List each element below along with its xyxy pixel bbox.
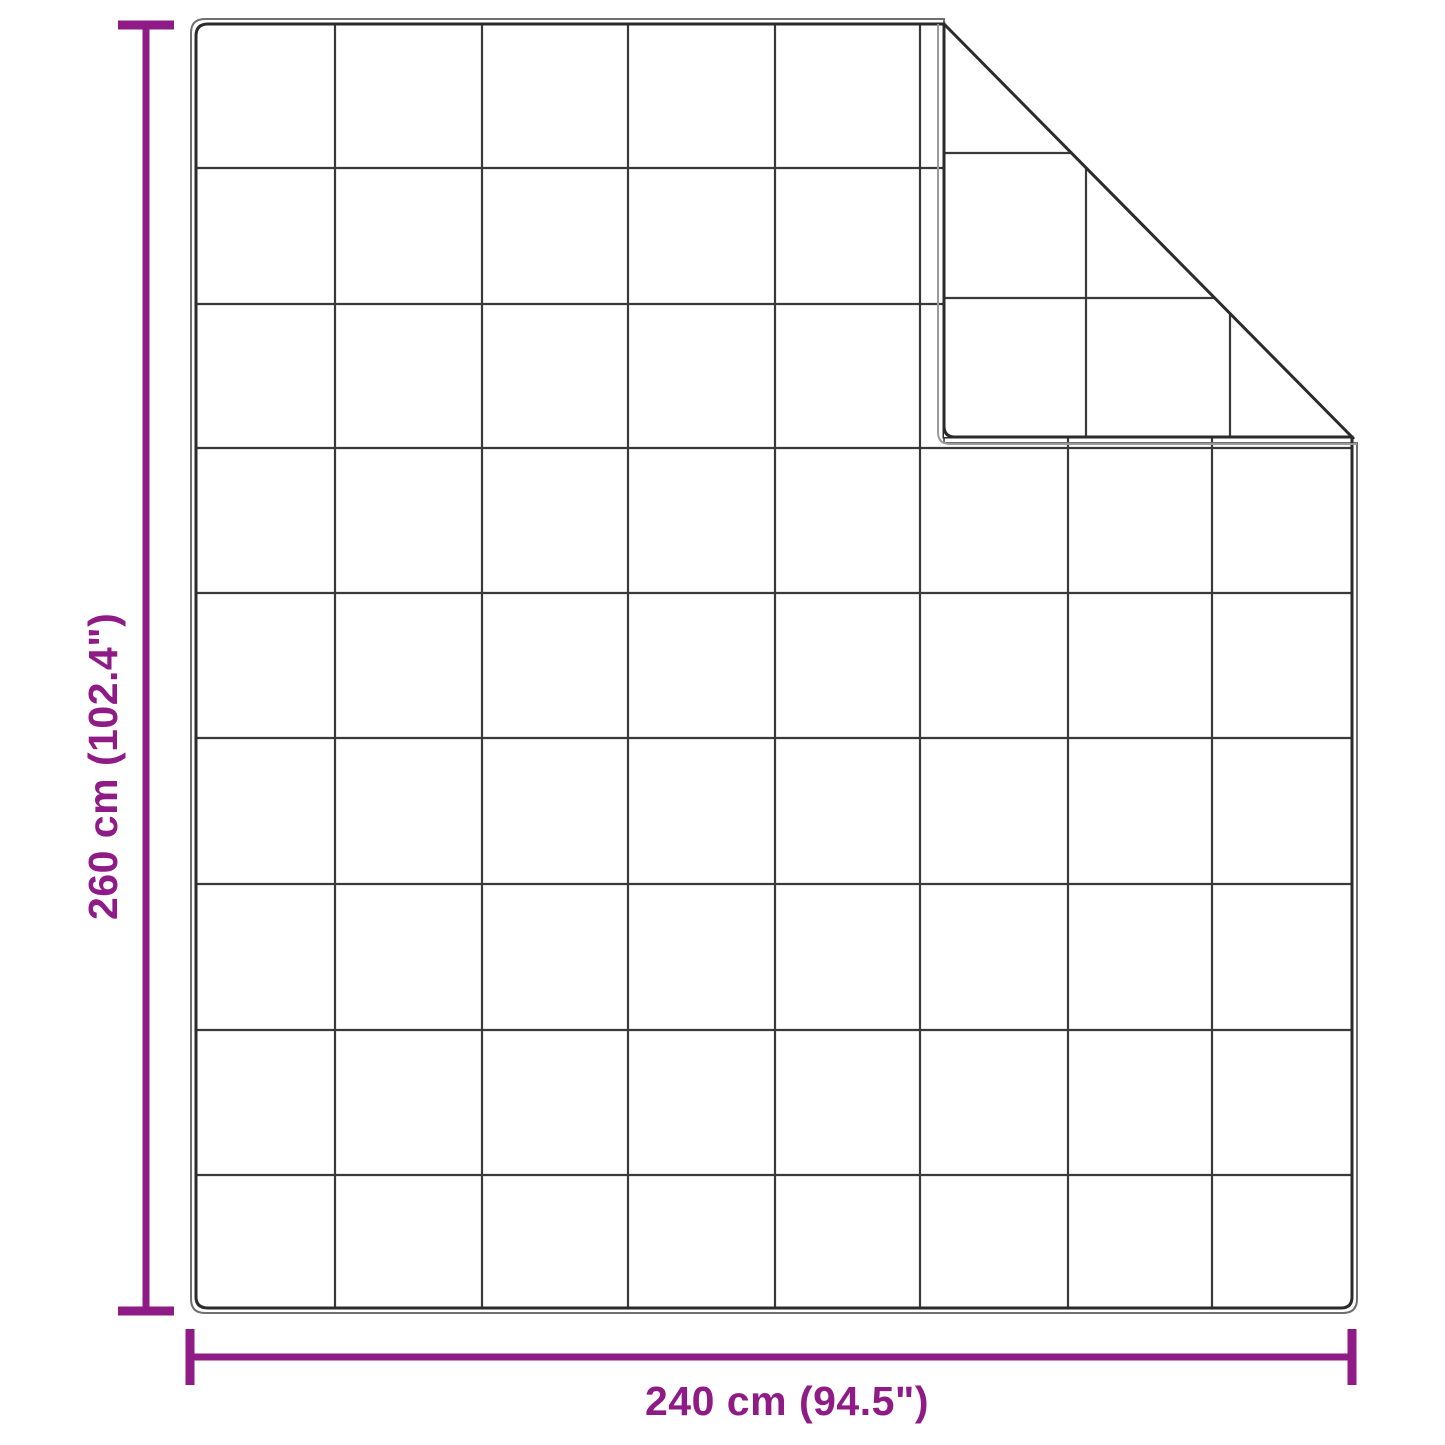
width-dimension-label: 240 cm (94.5") [645, 1378, 929, 1424]
dimension-lines [118, 20, 1357, 1385]
quilt-stitch-grid [196, 24, 1352, 1308]
width-dimension-line [185, 1329, 1357, 1385]
fold-hem-inner [942, 24, 1352, 439]
grid-vertical-lines [333, 24, 1214, 1308]
fold-hem-outer [937, 24, 1357, 445]
quilt-folded-corner [937, 22, 1357, 445]
height-dimension-line [118, 20, 174, 1316]
height-dimension-label: 260 cm (102.4") [80, 612, 126, 920]
quilt-body-outline-outer [190, 18, 1358, 1314]
quilt-body-outline-inner [194, 22, 1354, 1310]
quilt-main-body [190, 18, 1358, 1314]
fold-crease-line [942, 22, 1356, 441]
